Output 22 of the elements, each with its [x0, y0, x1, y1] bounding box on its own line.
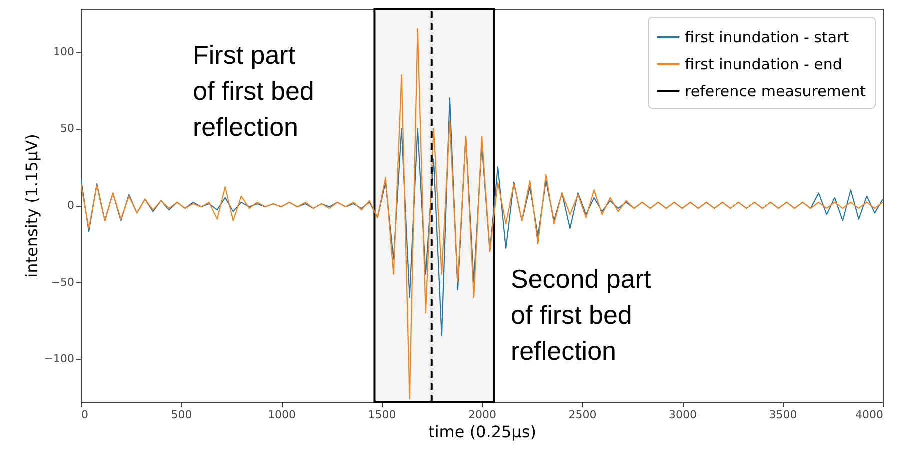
legend-label: first inundation - start [685, 28, 850, 46]
x-tick-label: 1500 [368, 408, 396, 422]
line-series [81, 28, 883, 400]
annotation: First part of first bed reflection [193, 40, 314, 142]
y-tick-label: 100 [54, 45, 74, 58]
x-tick-label: 0 [82, 408, 88, 422]
x-tick-label: 3000 [669, 408, 697, 422]
legend-label: reference measurement [685, 82, 866, 100]
y-tick-label: −100 [44, 352, 74, 366]
y-tick-label: −50 [51, 276, 74, 289]
legend-label: first inundation - end [685, 56, 842, 74]
annotation: Second part of first bed reflection [511, 264, 652, 366]
x-tick-label: 1000 [268, 408, 296, 422]
y-tick-label: 0 [68, 199, 74, 212]
y-tick-label: 50 [60, 122, 74, 136]
x-axis-title: time (0.25μs) [428, 422, 536, 442]
x-tick-label: 2000 [468, 408, 496, 422]
x-tick-label: 3500 [769, 408, 798, 422]
y-axis-title: intensity (1.15μV) [22, 134, 42, 278]
x-tick-label: 2500 [568, 408, 597, 422]
x-tick-label: 4000 [856, 408, 884, 422]
x-tick-label: 500 [171, 408, 192, 422]
